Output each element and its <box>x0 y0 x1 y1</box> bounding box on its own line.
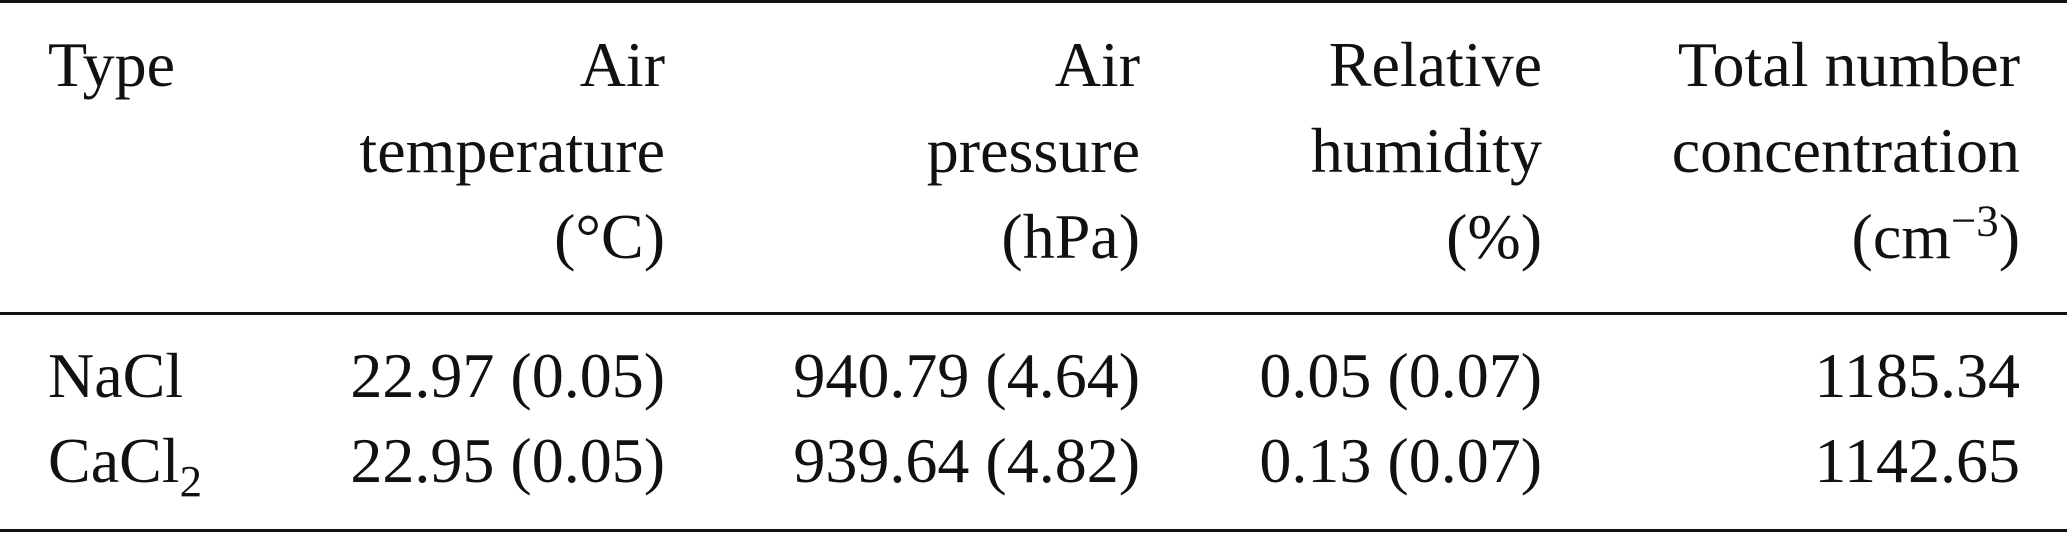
header-type-line-1: Type <box>48 29 176 100</box>
header-air-pressure-line-2: pressure <box>926 115 1140 186</box>
row-2-air-temperature: 22.95 (0.05) <box>350 425 665 496</box>
row-2-total-number-concentration: 1142.65 <box>1814 425 2020 496</box>
table-top-rule <box>0 0 2067 3</box>
row-2-relative-humidity: 0.13 (0.07) <box>1259 425 1542 496</box>
header-air-temperature-line-2: temperature <box>359 115 665 186</box>
header-relative-humidity: Relative humidity (%) <box>1150 22 1542 280</box>
header-air-temperature: Air temperature (°C) <box>240 22 665 280</box>
header-relative-humidity-line-2: humidity <box>1310 115 1542 186</box>
header-total-number-concentration-line-3: (cm−3) <box>1560 194 2020 280</box>
row-1-relative-humidity: 0.05 (0.07) <box>1259 340 1542 411</box>
table-header-rule <box>0 312 2067 315</box>
table-bottom-rule <box>0 529 2067 532</box>
header-relative-humidity-line-3: (%) <box>1446 201 1542 272</box>
header-air-pressure: Air pressure (hPa) <box>680 22 1140 280</box>
row-1-air-pressure: 940.79 (4.64) <box>793 340 1140 411</box>
row-2-type: CaCl2 <box>48 418 228 504</box>
header-air-temperature-line-1: Air <box>579 29 665 100</box>
header-total-number-concentration-line-2: concentration <box>1671 115 2020 186</box>
concentration-unit-base: (cm <box>1851 201 1952 272</box>
row-1-air-temperature: 22.97 (0.05) <box>350 340 665 411</box>
concentration-unit-exponent: −3 <box>1951 195 1999 246</box>
header-air-pressure-line-3: (hPa) <box>1001 201 1140 272</box>
header-air-temperature-line-3: (°C) <box>554 201 665 272</box>
row-2-type-subscript: 2 <box>179 455 202 506</box>
header-total-number-concentration-line-1: Total number <box>1677 29 2020 100</box>
row-1-type: NaCl <box>48 333 228 419</box>
header-type: Type <box>48 22 228 108</box>
row-2-air-pressure: 939.64 (4.82) <box>793 425 1140 496</box>
header-air-pressure-line-1: Air <box>1054 29 1140 100</box>
row-1-type-base: NaCl <box>48 340 184 411</box>
concentration-unit-close: ) <box>1998 201 2020 272</box>
header-total-number-concentration: Total number concentration (cm−3) <box>1560 22 2020 280</box>
row-1-total-number-concentration: 1185.34 <box>1814 340 2020 411</box>
row-2-type-base: CaCl <box>48 425 180 496</box>
header-relative-humidity-line-1: Relative <box>1328 29 1542 100</box>
